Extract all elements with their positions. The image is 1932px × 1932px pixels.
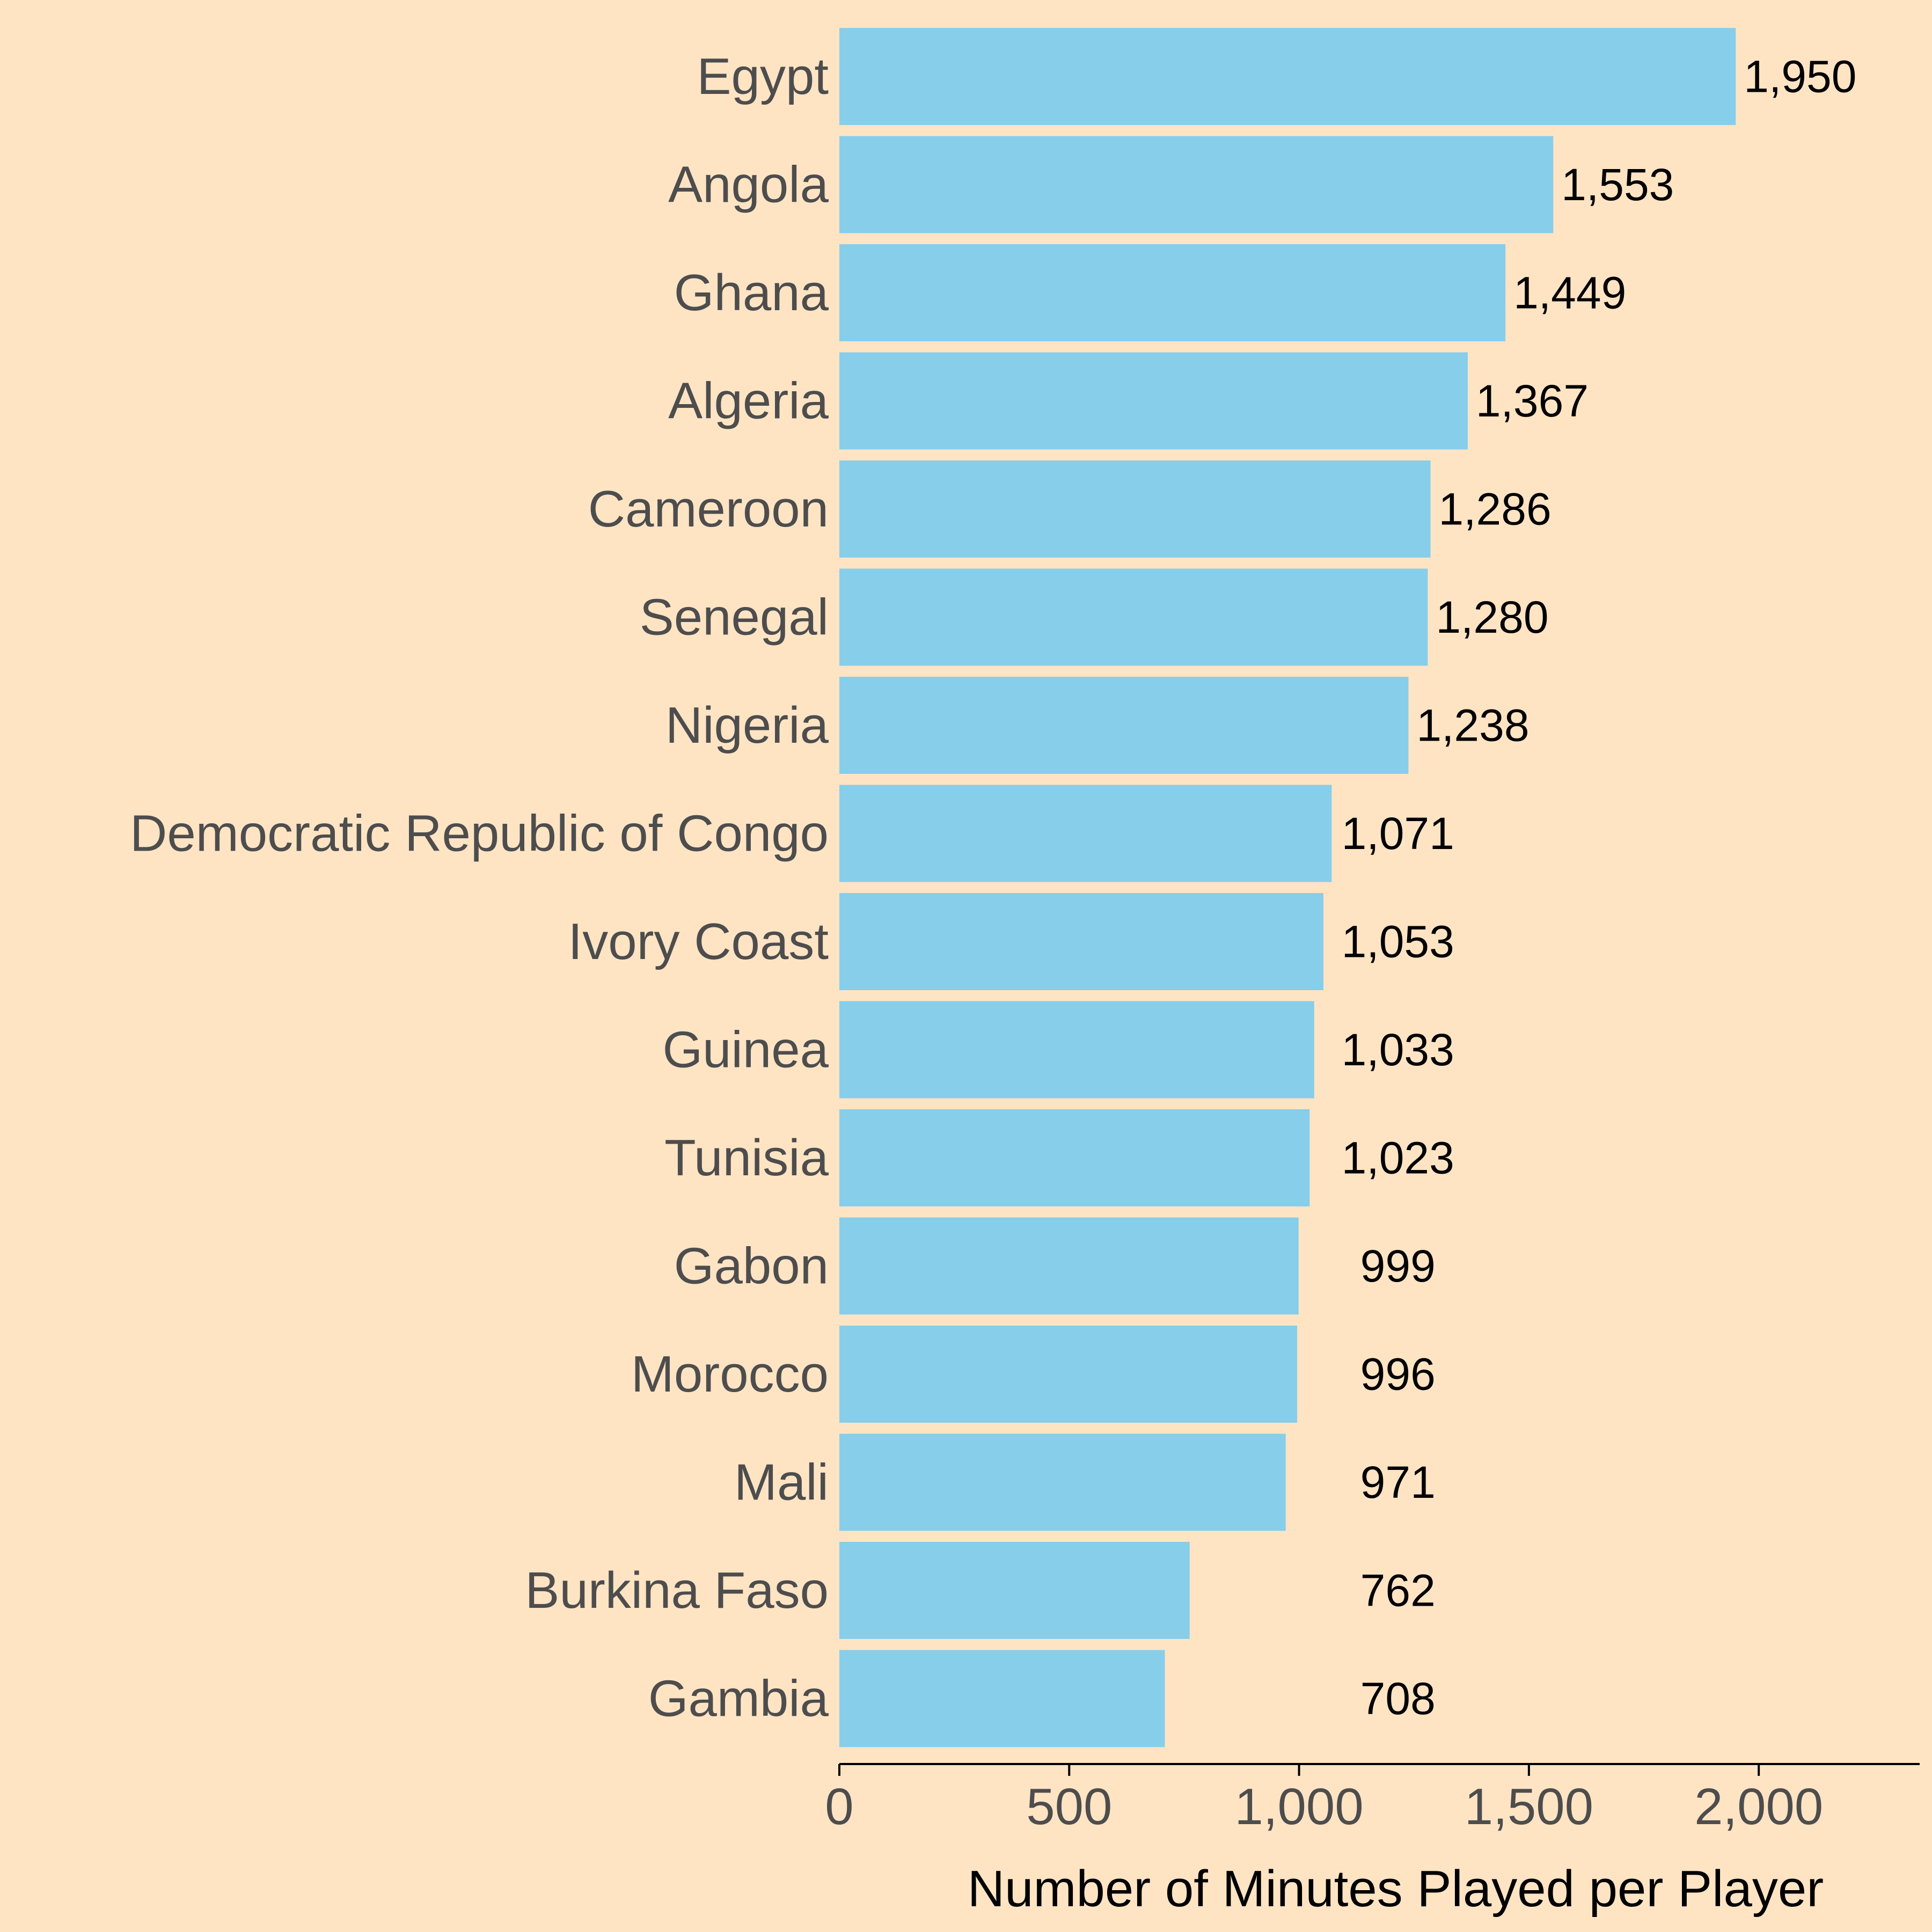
bar-cameroon [839, 460, 1431, 558]
value-label: 762 [1360, 1565, 1436, 1616]
value-label: 1,280 [1436, 592, 1548, 642]
category-label: Gambia [648, 1670, 829, 1728]
value-label: 1,553 [1561, 159, 1674, 210]
category-label: Democratic Republic of Congo [130, 805, 829, 862]
category-label: Gabon [674, 1238, 829, 1295]
value-labels: 1,950 1,553 1,449 1,367 1,286 1,280 1,238 1,071… [1342, 52, 1857, 1724]
value-label: 971 [1360, 1457, 1436, 1507]
bar-senegal [839, 568, 1428, 666]
category-label: Cameroon [588, 480, 829, 538]
value-label: 996 [1360, 1349, 1436, 1400]
value-label: 1,238 [1416, 700, 1529, 751]
category-label: Egypt [697, 48, 829, 105]
bar-mali [839, 1433, 1286, 1531]
bar-morocco [839, 1326, 1298, 1423]
x-tick-label: 0 [825, 1778, 853, 1835]
value-label: 1,023 [1342, 1133, 1454, 1183]
bar-burkina-faso [839, 1542, 1190, 1639]
bar-gambia [839, 1650, 1165, 1747]
bar-egypt [839, 28, 1736, 125]
x-axis: 0 500 1,000 1,500 2,000 [825, 1763, 1920, 1835]
category-label: Ghana [674, 264, 829, 321]
bar-ivory-coast [839, 893, 1323, 990]
value-label: 1,950 [1744, 52, 1856, 102]
x-tick-label: 1,500 [1465, 1778, 1593, 1835]
value-label: 1,367 [1476, 376, 1589, 426]
category-label: Nigeria [665, 697, 829, 754]
value-label: 1,053 [1342, 917, 1454, 967]
bar-angola [839, 136, 1554, 233]
category-label: Guinea [662, 1021, 829, 1079]
value-label: 1,286 [1438, 484, 1551, 535]
category-label: Angola [668, 156, 829, 214]
bar-nigeria [839, 677, 1409, 774]
category-label: Ivory Coast [568, 913, 829, 970]
bar-gabon [839, 1217, 1299, 1315]
category-label: Algeria [668, 372, 829, 430]
value-label: 1,033 [1342, 1024, 1454, 1075]
bar-guinea [839, 1001, 1314, 1099]
category-label: Tunisia [664, 1129, 829, 1187]
bar-algeria [839, 352, 1468, 450]
bar-democratic-republic-of-congo [839, 785, 1332, 882]
category-label: Senegal [640, 589, 829, 646]
value-label: 999 [1360, 1241, 1436, 1291]
category-label: Mali [734, 1454, 829, 1511]
value-label: 1,449 [1513, 268, 1626, 318]
x-axis-title: Number of Minutes Played per Player [968, 1860, 1824, 1918]
bar-tunisia [839, 1109, 1310, 1206]
category-label: Morocco [631, 1345, 829, 1403]
category-labels: Egypt Angola Ghana Algeria Cameroon Senegal Ni… [130, 48, 829, 1728]
value-label: 1,071 [1342, 808, 1454, 859]
category-label: Burkina Faso [525, 1562, 829, 1619]
bar-ghana [839, 244, 1506, 341]
x-tick-label: 1,000 [1234, 1778, 1363, 1835]
bars-group [839, 28, 1736, 1747]
x-tick-label: 2,000 [1694, 1778, 1823, 1835]
x-tick-label: 500 [1026, 1778, 1112, 1835]
value-label: 708 [1360, 1673, 1436, 1724]
